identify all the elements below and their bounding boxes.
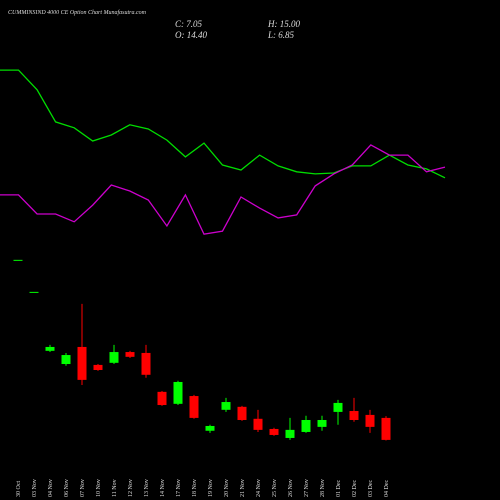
candle-body — [93, 364, 103, 371]
candle-body — [109, 352, 119, 363]
x-tick-label: 17 Nov — [176, 479, 182, 497]
candle-body — [301, 419, 311, 432]
x-tick-label: 04 Nov — [48, 479, 54, 497]
x-tick-label: 28 Nov — [320, 479, 326, 497]
annotation: O: 14.40 — [175, 30, 207, 40]
x-tick-label: 11 Nov — [112, 479, 118, 497]
x-tick-label: 27 Nov — [304, 479, 310, 497]
x-tick-label: 24 Nov — [256, 479, 262, 497]
candle-body — [269, 428, 279, 435]
x-tick-label: 03 Dec — [368, 480, 374, 497]
candle-body — [365, 414, 375, 427]
indicator-line — [0, 144, 446, 235]
candle-body — [237, 406, 247, 420]
x-tick-label: 14 Nov — [160, 479, 166, 497]
candle-body — [61, 355, 71, 365]
candle-body — [285, 429, 295, 438]
x-tick-label: 01 Dec — [336, 480, 342, 497]
x-tick-label: 02 Dec — [352, 480, 358, 497]
annotation: H: 15.00 — [267, 19, 300, 29]
x-tick-label: 25 Nov — [272, 479, 278, 497]
x-tick-label: 03 Nov — [32, 479, 38, 497]
x-tick-label: 06 Nov — [64, 479, 70, 497]
x-tick-label: 19 Nov — [208, 479, 214, 497]
candle-body — [141, 352, 151, 375]
candle-body — [221, 402, 231, 410]
x-tick-label: 21 Nov — [240, 479, 246, 497]
candle-body — [349, 411, 359, 420]
x-tick-label: 07 Nov — [80, 479, 86, 497]
x-tick-label: 04 Dec — [384, 480, 390, 497]
candle-body — [173, 381, 183, 404]
candle-body — [381, 417, 391, 440]
x-tick-label: 10 Nov — [96, 479, 102, 497]
candle-body — [13, 259, 23, 261]
candle-body — [125, 352, 135, 357]
candle-body — [317, 419, 327, 427]
x-tick-label: 18 Nov — [192, 479, 198, 497]
x-tick-label: 12 Nov — [128, 479, 134, 497]
candle-body — [333, 402, 343, 412]
candle-body — [157, 391, 167, 406]
candle-body — [205, 425, 215, 431]
candle-body — [77, 346, 87, 380]
candle-body — [45, 346, 55, 351]
indicator-line — [0, 69, 446, 179]
x-tick-label: 20 Nov — [224, 479, 230, 497]
x-tick-label: 26 Nov — [288, 479, 294, 497]
x-tick-label: 30 Oct — [16, 481, 22, 497]
x-tick-label: 13 Nov — [144, 479, 150, 497]
candle-body — [29, 291, 39, 293]
annotation: C: 7.05 — [175, 19, 203, 29]
chart-title: CUMMINSIND 4000 CE Option Chart Munafasu… — [8, 9, 147, 16]
annotation: L: 6.85 — [267, 30, 295, 40]
candle-body — [189, 396, 199, 418]
candle-body — [253, 418, 263, 430]
